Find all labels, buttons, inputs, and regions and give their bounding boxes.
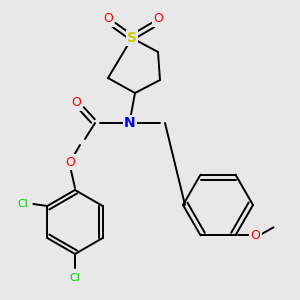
Text: O: O [250, 229, 260, 242]
Text: N: N [124, 116, 136, 130]
Text: O: O [103, 13, 113, 26]
Text: Cl: Cl [18, 199, 29, 209]
Text: O: O [71, 97, 81, 110]
Text: O: O [65, 155, 75, 169]
Text: Cl: Cl [70, 273, 80, 283]
Text: S: S [127, 31, 137, 45]
Text: O: O [153, 13, 163, 26]
